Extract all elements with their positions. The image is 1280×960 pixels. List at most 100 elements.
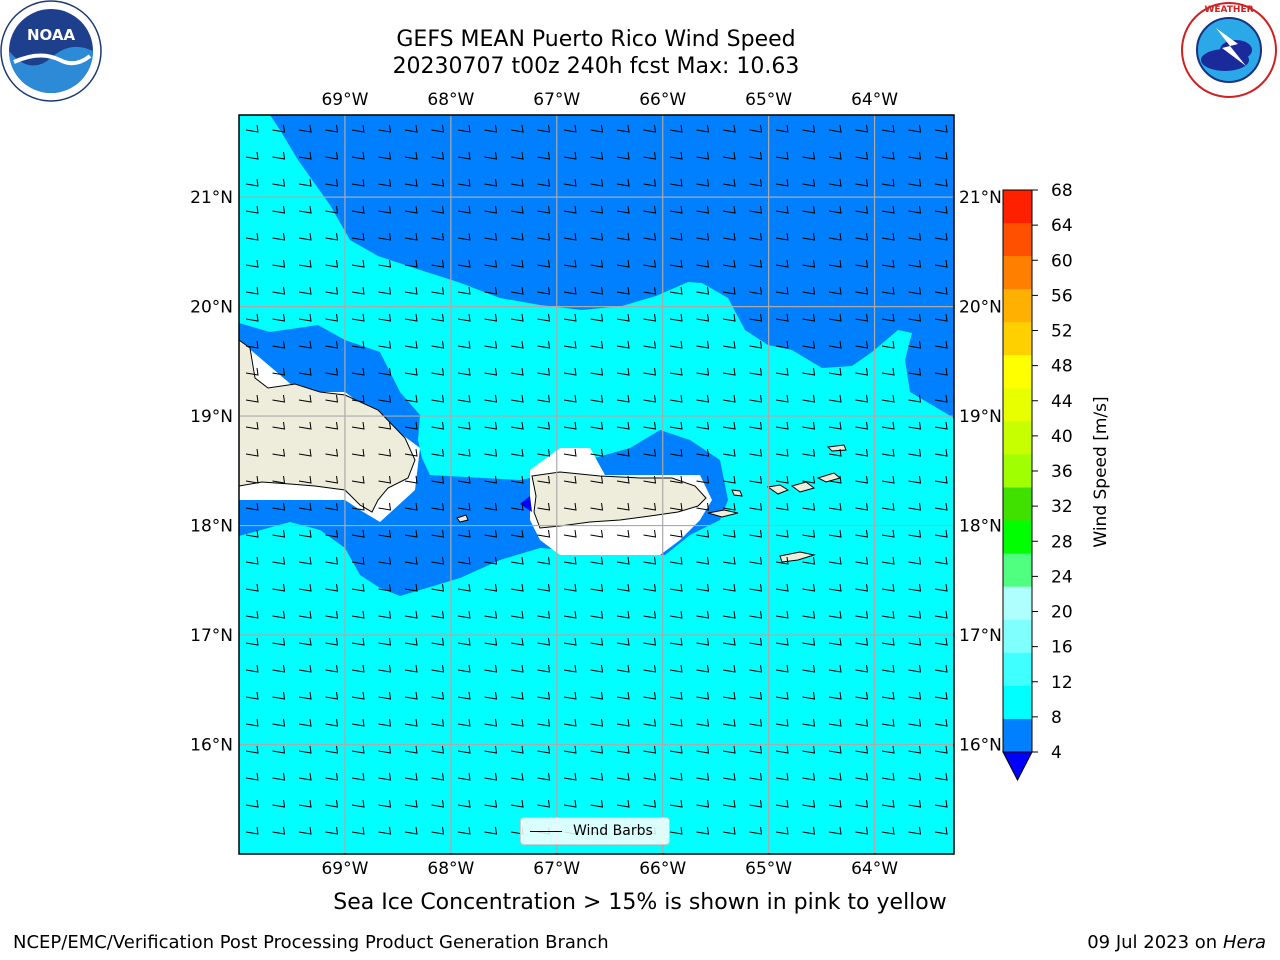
wind-barb (590, 151, 604, 160)
wind-barb (245, 556, 259, 565)
wind-barb (457, 421, 471, 430)
wind-barb (272, 178, 286, 187)
wind-barb (908, 556, 922, 565)
colorbar-segment (1003, 223, 1032, 257)
wind-barb (775, 421, 789, 430)
wind-barb (855, 205, 869, 214)
wind-barb (749, 529, 763, 538)
wind-barb (404, 718, 418, 727)
wind-barb (563, 178, 577, 187)
wind-barb (590, 178, 604, 187)
wind-barb (404, 286, 418, 295)
wind-barb (510, 178, 524, 187)
wind-barb (272, 772, 286, 781)
wind-barb (245, 394, 259, 403)
colorbar-segment (1003, 322, 1032, 356)
wind-barb (378, 232, 392, 241)
wind-barb (272, 421, 286, 430)
wind-barb (457, 340, 471, 349)
wind-barb (802, 826, 816, 835)
wind-barb (325, 502, 339, 511)
wind-barb (616, 799, 630, 808)
wind-barb (404, 502, 418, 511)
wind-barb (431, 556, 445, 565)
wind-barb (378, 691, 392, 700)
wind-barb (245, 421, 259, 430)
wind-barb (298, 583, 312, 592)
wind-barb (669, 502, 683, 511)
wind-barb (537, 718, 551, 727)
wind-barb (908, 610, 922, 619)
wind-barb (245, 124, 259, 133)
colorbar-tick-label: 36 (1051, 462, 1073, 482)
wind-barb (563, 151, 577, 160)
wind-barb (537, 421, 551, 430)
wind-barb (908, 826, 922, 835)
wind-barb (510, 745, 524, 754)
wind-barb (563, 286, 577, 295)
wind-barb (590, 205, 604, 214)
wind-barb (325, 691, 339, 700)
wind-barb (563, 475, 577, 484)
wind-barb (643, 772, 657, 781)
wind-barb (749, 259, 763, 268)
wind-barb (881, 691, 895, 700)
wind-barb (722, 394, 736, 403)
wind-barb (802, 475, 816, 484)
colorbar-label: Wind Speed [m/s] (1091, 396, 1111, 547)
longitude-labels: 69°W 69°W 68°W 68°W 67°W 67°W 66°W 66°W 65°W 65°W… (321, 90, 898, 879)
wind-barb (298, 421, 312, 430)
wind-barb (855, 502, 869, 511)
wind-barb (616, 502, 630, 511)
colorbar-tick-label: 56 (1051, 286, 1073, 306)
wind-barb (696, 556, 710, 565)
wind-barb (749, 232, 763, 241)
wind-barb (828, 556, 842, 565)
wind-barb (669, 340, 683, 349)
wind-barb (881, 556, 895, 565)
wind-barb (722, 556, 736, 565)
wind-barb (908, 583, 922, 592)
wind-barb (537, 367, 551, 376)
wind-barb (431, 448, 445, 457)
wind-barb (616, 232, 630, 241)
wind-barb (484, 394, 498, 403)
wind-barb (669, 529, 683, 538)
wind-barb (802, 313, 816, 322)
wind-barb (616, 583, 630, 592)
wind-barb (590, 718, 604, 727)
wind-barb (775, 826, 789, 835)
wind-barb (722, 151, 736, 160)
wind-barb (484, 664, 498, 673)
wind-barb (802, 637, 816, 646)
colorbar-tick-label: 8 (1051, 708, 1062, 728)
wind-barb (828, 691, 842, 700)
wind-barb (431, 259, 445, 268)
wind-barb (537, 259, 551, 268)
wind-barb (934, 205, 948, 214)
wind-barb (775, 340, 789, 349)
lat-label-left: 19°N (190, 407, 233, 427)
wind-barb (908, 448, 922, 457)
wind-barb (828, 124, 842, 133)
wind-barb (802, 421, 816, 430)
chart-title-line1: GEFS MEAN Puerto Rico Wind Speed (396, 27, 796, 52)
wind-barb (272, 583, 286, 592)
wind-barb (431, 286, 445, 295)
wind-barb (298, 637, 312, 646)
wind-barb (669, 664, 683, 673)
wind-barb (828, 772, 842, 781)
lat-label-left: 21°N (190, 188, 233, 208)
wind-barb (669, 826, 683, 835)
wind-barb (484, 205, 498, 214)
wind-barb (298, 286, 312, 295)
nws-logo: WEATHER (1181, 2, 1277, 98)
wind-barb (272, 448, 286, 457)
wind-barb (616, 745, 630, 754)
wind-barb (298, 232, 312, 241)
wind-barb (351, 394, 365, 403)
wind-barb (855, 394, 869, 403)
lon-label-top: 68°W (427, 90, 474, 110)
wind-barb (298, 691, 312, 700)
